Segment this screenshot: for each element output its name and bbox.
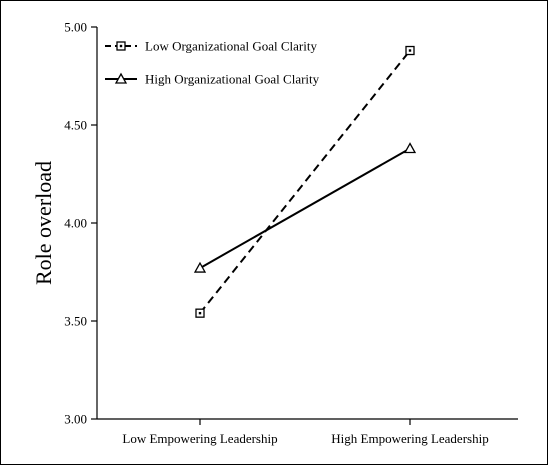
y-axis-label: Role overload — [31, 161, 56, 285]
data-point-marker — [195, 308, 205, 318]
legend-marker — [114, 72, 128, 84]
legend-item: High Organizational Goal Clarity — [105, 72, 320, 87]
square-marker-dot — [408, 49, 412, 52]
legend-item: Low Organizational Goal Clarity — [105, 39, 317, 54]
x-tick-label: Low Empowering Leadership — [122, 431, 277, 446]
series-low-goal-clarity — [195, 45, 415, 318]
data-point-marker — [405, 45, 415, 56]
y-ticks-group: 3.00 3.50 4.00 4.50 5.00 — [64, 20, 97, 427]
legend-label: High Organizational Goal Clarity — [145, 72, 320, 87]
legend-label: Low Organizational Goal Clarity — [145, 39, 317, 54]
series-line — [199, 49, 411, 314]
y-tick-label: 3.00 — [64, 412, 87, 427]
data-point-marker — [193, 261, 207, 273]
series-high-goal-clarity — [193, 142, 417, 273]
series-group — [193, 45, 417, 318]
y-tick-label: 4.50 — [64, 118, 87, 133]
y-tick-label: 5.00 — [64, 20, 87, 35]
square-marker-dot — [119, 44, 123, 48]
legend-marker — [116, 41, 126, 51]
y-tick-label: 4.00 — [64, 216, 87, 231]
series-line — [199, 147, 411, 269]
x-ticks-group: Low Empowering Leadership High Empowering… — [122, 419, 489, 446]
y-tick-label: 3.50 — [64, 314, 87, 329]
square-marker-dot — [198, 311, 202, 315]
data-point-marker — [403, 142, 417, 154]
legend: Low Organizational Goal Clarity High Orga… — [105, 39, 320, 87]
x-tick-label: High Empowering Leadership — [331, 431, 488, 446]
